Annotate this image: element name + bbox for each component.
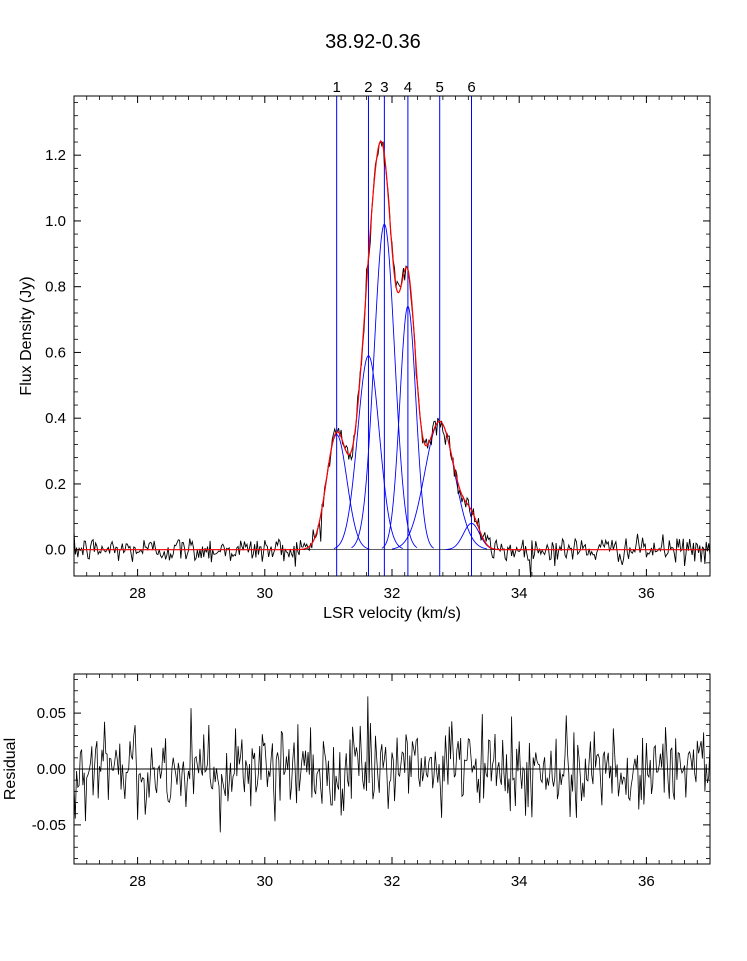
residual-y-axis-label: Residual (2, 738, 19, 800)
spectrum-plot-frame (73, 95, 711, 577)
spectrum-series (73, 139, 711, 578)
chart-title: 38.92-0.36 (325, 31, 421, 53)
residual-x-tick-label: 36 (638, 873, 655, 890)
spectrum-y-axis-label: Flux Density (Jy) (18, 276, 35, 395)
residual-series (73, 696, 711, 833)
component-label-3: 3 (380, 79, 388, 96)
spectrum-x-tick-label: 36 (638, 585, 655, 602)
residual-x-tick-label: 28 (129, 873, 146, 890)
component-label-5: 5 (436, 79, 444, 96)
residual-y-tick-label: -0.05 (32, 817, 66, 834)
spectrum-x-axis-label: LSR velocity (km/s) (323, 605, 461, 622)
spectrum-y-tick-label: 0.4 (45, 410, 66, 427)
spectrum-x-tick-label: 30 (256, 585, 273, 602)
component-label-1: 1 (332, 79, 340, 96)
residual-panel: 28 30 32 34 36 -0.05 0.00 0.05 Residual (2, 673, 711, 890)
spectrum-x-tick-label: 34 (511, 585, 528, 602)
residual-x-tick-labels: 28 30 32 34 36 (129, 873, 654, 890)
spectrum-ticks (73, 96, 711, 577)
spectrum-y-tick-label: 0.6 (45, 344, 66, 361)
component-label-4: 4 (404, 79, 412, 96)
spectrum-y-tick-label: 1.0 (45, 213, 66, 230)
residual-x-tick-label: 32 (384, 873, 401, 890)
spectrum-y-tick-label: 0.8 (45, 279, 66, 296)
residual-x-tick-label: 30 (256, 873, 273, 890)
residual-y-tick-label: 0.05 (37, 705, 66, 722)
spectrum-y-tick-label: 1.2 (45, 147, 66, 164)
spectrum-x-tick-label: 32 (384, 585, 401, 602)
spectrum-y-tick-labels: 0.0 0.2 0.4 0.6 0.8 1.0 1.2 (45, 147, 66, 559)
residual-ticks (73, 674, 711, 864)
total-fit (74, 140, 710, 551)
component-markers (336, 96, 472, 576)
spectrum-y-tick-label: 0.2 (45, 476, 66, 493)
component-label-6: 6 (467, 79, 475, 96)
residual-y-tick-labels: -0.05 0.00 0.05 (32, 705, 66, 834)
component-curve-2 (333, 355, 404, 549)
spectrum-y-tick-label: 0.0 (45, 542, 66, 559)
residual-x-tick-label: 34 (511, 873, 528, 890)
spectrum-x-tick-labels: 28 30 32 34 36 (129, 585, 654, 602)
residual-line (73, 696, 711, 833)
component-label-2: 2 (364, 79, 372, 96)
residual-y-tick-label: 0.00 (37, 761, 66, 778)
component-curve-4 (381, 305, 435, 549)
component-curve-3 (351, 223, 418, 549)
spectrum-x-tick-label: 28 (129, 585, 146, 602)
